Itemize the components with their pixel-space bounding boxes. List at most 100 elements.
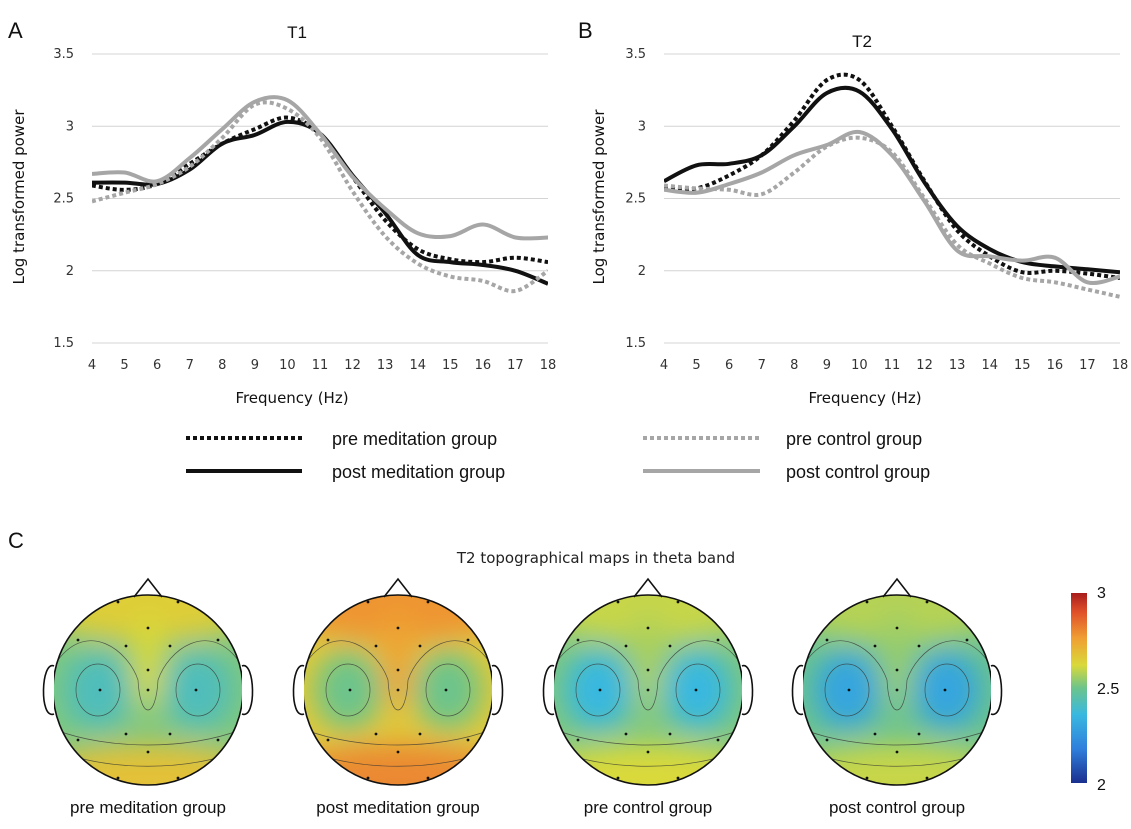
series-line-post-control-group	[92, 95, 548, 241]
right-ear-icon	[491, 665, 504, 715]
electrode-dot	[646, 668, 650, 672]
right-ear-icon	[241, 665, 254, 715]
chart-t1-x-ticks: 4 5 6 7 8 9 10 11 12 13 14 15 16 17 18	[88, 358, 556, 373]
electrode-dot	[676, 600, 680, 604]
electrode-dot	[146, 688, 150, 692]
x-tick-label: 15	[1014, 358, 1031, 373]
panel-letter-a: A	[8, 18, 23, 43]
x-tick-label: 18	[1112, 358, 1129, 373]
electrode-dot	[146, 750, 150, 754]
electrode-dot	[426, 776, 430, 780]
electrode-dot	[366, 600, 370, 604]
x-tick-label: 17	[1079, 358, 1096, 373]
electrode-dot	[576, 738, 580, 742]
electrode-dot	[366, 776, 370, 780]
electrode-dot	[146, 668, 150, 672]
electrode-dot	[98, 688, 102, 692]
y-tick-label: 3.5	[625, 47, 646, 62]
electrode-dot	[176, 776, 180, 780]
topomap-midline-region	[382, 610, 414, 710]
chart-t1-gridlines	[92, 53, 548, 344]
chart-t1-x-axis-label: Frequency (Hz)	[235, 389, 348, 407]
electrode-dot	[917, 644, 921, 648]
chart-t1-series	[92, 95, 548, 294]
x-tick-label: 10	[851, 358, 868, 373]
y-tick-label: 3	[638, 119, 646, 134]
x-tick-label: 8	[218, 358, 226, 373]
topomap-frontal-region	[802, 595, 992, 642]
nose-icon	[633, 577, 663, 598]
electrode-dot	[694, 688, 698, 692]
topomap-right-region	[664, 650, 732, 730]
x-tick-label: 10	[279, 358, 296, 373]
series-line-pre-meditation-group	[664, 72, 1120, 280]
electrode-dot	[646, 688, 650, 692]
chart-t2-y-axis-label: Log transformed power	[590, 109, 608, 285]
x-tick-label: 4	[88, 358, 96, 373]
chart-t1-y-ticks: 1.5 2 2.5 3 3.5	[53, 47, 74, 351]
x-tick-label: 7	[186, 358, 194, 373]
topomap: pre meditation group	[42, 577, 254, 817]
chart-t2-title: T2	[852, 32, 872, 51]
series-line-post-meditation-group	[92, 119, 548, 286]
electrode-dot	[873, 644, 877, 648]
y-tick-label: 1.5	[53, 336, 74, 351]
electrode-dot	[326, 638, 330, 642]
left-ear-icon	[42, 665, 55, 715]
electrode-dot	[895, 626, 899, 630]
topomap: post control group	[791, 577, 1003, 817]
chart-t2-y-ticks: 1.5 2 2.5 3 3.5	[625, 47, 646, 351]
electrode-dot	[646, 750, 650, 754]
chart-t1-y-axis-label: Log transformed power	[10, 109, 28, 285]
electrode-dot	[865, 600, 869, 604]
electrode-dot	[873, 732, 877, 736]
nose-icon	[133, 577, 163, 598]
series-line-pre-control-group	[92, 100, 548, 294]
topomap-label: pre meditation group	[70, 798, 226, 817]
electrode-dot	[616, 600, 620, 604]
electrode-dot	[716, 638, 720, 642]
electrode-dot	[943, 688, 947, 692]
colorbar: 3 2.5 2	[1071, 585, 1119, 794]
x-tick-label: 11	[884, 358, 901, 373]
x-tick-label: 18	[540, 358, 557, 373]
electrode-dot	[466, 738, 470, 742]
topomap-left-region	[813, 650, 881, 730]
electrode-dot	[116, 776, 120, 780]
electrode-dot	[716, 738, 720, 742]
electrode-dot	[374, 644, 378, 648]
electrode-dot	[965, 738, 969, 742]
right-ear-icon	[741, 665, 754, 715]
electrode-dot	[466, 638, 470, 642]
electrode-dot	[116, 600, 120, 604]
legend: pre meditation group post meditation gro…	[186, 429, 930, 482]
y-tick-label: 3.5	[53, 47, 74, 62]
topomap-label: post control group	[829, 798, 965, 817]
nose-icon	[383, 577, 413, 598]
electrode-dot	[326, 738, 330, 742]
x-tick-label: 14	[409, 358, 426, 373]
electrode-dot	[426, 600, 430, 604]
topomap-left-region	[64, 650, 132, 730]
electrode-dot	[895, 668, 899, 672]
electrode-dot	[194, 688, 198, 692]
electrode-dot	[895, 750, 899, 754]
x-tick-label: 12	[344, 358, 361, 373]
x-tick-label: 13	[377, 358, 394, 373]
electrode-dot	[348, 688, 352, 692]
x-tick-label: 9	[823, 358, 831, 373]
electrode-dot	[444, 688, 448, 692]
x-tick-label: 13	[949, 358, 966, 373]
chart-t2-x-axis-label: Frequency (Hz)	[808, 389, 921, 407]
y-tick-label: 3	[66, 119, 74, 134]
electrode-dot	[646, 626, 650, 630]
electrode-dot	[895, 688, 899, 692]
topomap: pre control group	[542, 577, 754, 817]
topomap-right-region	[913, 650, 981, 730]
electrode-dot	[925, 600, 929, 604]
electrode-dot	[825, 738, 829, 742]
x-tick-label: 16	[1047, 358, 1064, 373]
y-tick-label: 2	[66, 264, 74, 279]
chart-t2: T2 1.522.533.5 4 5 6 7 8 9 10 11 12 13 14 15 16 17 18 …	[590, 32, 1128, 407]
